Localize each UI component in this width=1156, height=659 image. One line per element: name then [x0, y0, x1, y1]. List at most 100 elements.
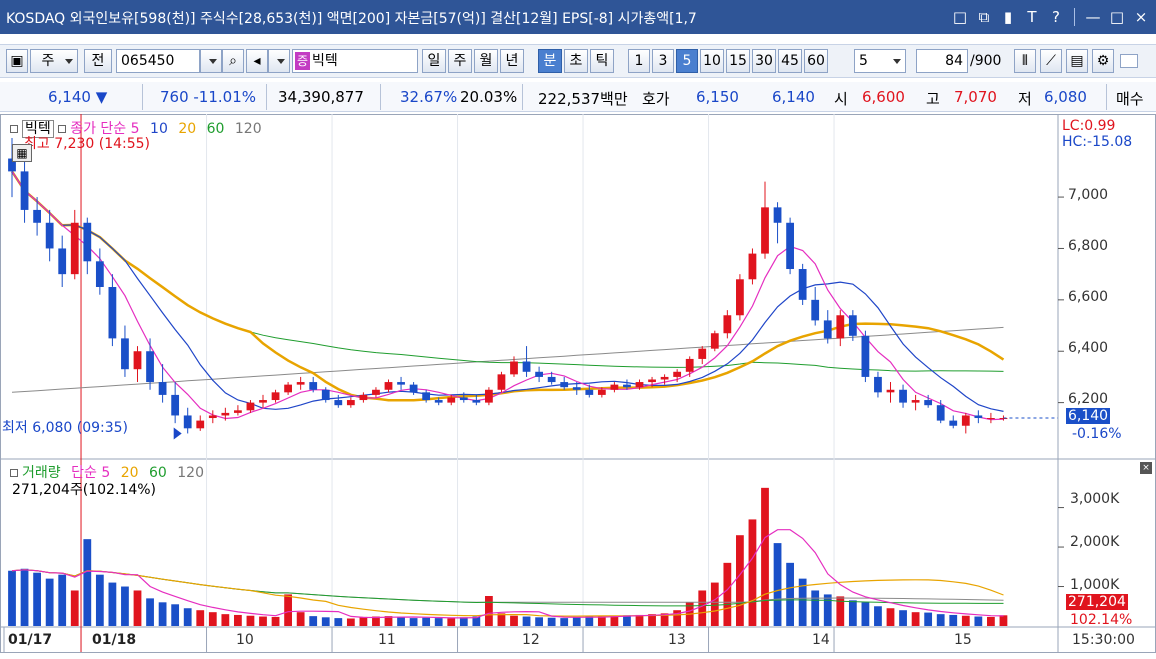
volume-bar: [384, 616, 393, 626]
search-icon[interactable]: ⌕: [222, 49, 244, 73]
hc-label: HC:-15.08: [1062, 134, 1133, 150]
quote-bar: 6,140 ▼ 760 -11.01% 34,390,877 32.67% 20…: [0, 82, 1156, 112]
candle-body: [748, 253, 757, 280]
volume-bar: [183, 608, 192, 626]
interval-15[interactable]: 15: [726, 49, 750, 73]
volume-ma5-line: [11, 529, 1004, 619]
interval-1[interactable]: 1: [628, 49, 650, 73]
save-icon[interactable]: ▤: [1066, 49, 1088, 73]
volume-bar: [723, 562, 732, 626]
legend-box-icon: [58, 125, 67, 133]
open-label: 시: [834, 90, 848, 108]
candle-body: [221, 412, 230, 416]
candle-body: [95, 261, 104, 287]
speaker-dropdown[interactable]: [268, 49, 290, 73]
candle-body: [321, 389, 330, 401]
restore-icon[interactable]: □: [952, 8, 968, 26]
candle-body: [309, 382, 318, 390]
period-minute[interactable]: 분: [538, 49, 562, 73]
all-button[interactable]: 전: [84, 49, 112, 73]
speaker-icon[interactable]: ◂: [246, 49, 268, 73]
volume-bar: [836, 596, 845, 626]
stock-name-field[interactable]: 증 빅텍: [292, 49, 418, 73]
current-price-tag: 6,140: [1066, 408, 1111, 424]
settings-panel-icon[interactable]: ▣: [6, 49, 28, 73]
period-year[interactable]: 년: [500, 49, 524, 73]
candle-body: [384, 382, 393, 390]
interval-value-select[interactable]: 5: [854, 49, 906, 73]
gear-icon[interactable]: ⚙: [1092, 49, 1114, 73]
volume-bar: [748, 519, 757, 626]
close-icon[interactable]: ×: [1134, 8, 1148, 26]
period-tick[interactable]: 틱: [590, 49, 614, 73]
candle-body: [635, 382, 644, 388]
help-icon[interactable]: ?: [1052, 8, 1060, 26]
candle-body: [848, 315, 857, 336]
volume-bar: [485, 596, 493, 626]
price-change: 760 -11.01%: [160, 88, 257, 106]
legend-box-icon: [10, 125, 18, 133]
candle-body: [70, 222, 79, 275]
candle-body: [284, 384, 292, 393]
quote-divider: [522, 84, 523, 110]
volume-bar: [33, 572, 41, 626]
volume-bar: [710, 582, 719, 626]
period-week[interactable]: 주: [448, 49, 472, 73]
low-price: 6,080: [1044, 88, 1087, 106]
candle-body: [547, 376, 556, 383]
volume-bar: [823, 594, 832, 626]
period-second[interactable]: 초: [564, 49, 588, 73]
candle-body: [585, 389, 594, 395]
interval-10[interactable]: 10: [700, 49, 724, 73]
candle-body: [208, 415, 217, 419]
volume-bar: [359, 616, 368, 626]
buy-button[interactable]: 매수: [1116, 90, 1144, 108]
interval-3[interactable]: 3: [652, 49, 674, 73]
period-day[interactable]: 일: [422, 49, 446, 73]
pin-icon[interactable]: ▮: [1003, 8, 1013, 26]
volume-bar: [58, 574, 67, 626]
volume-bar: [8, 570, 16, 626]
volume-bar: [271, 616, 280, 626]
mode-select[interactable]: 주: [30, 49, 78, 73]
date-label-12: 12: [522, 632, 540, 648]
volume-bar: [447, 618, 456, 626]
stock-code-input[interactable]: 065450: [116, 49, 200, 73]
window-titlebar: KOSDAQ 외국인보유[598(천)] 주식수[28,653(천)] 액면[2…: [0, 0, 1156, 34]
period-month[interactable]: 월: [474, 49, 498, 73]
candle-body: [58, 248, 67, 275]
volume-bar: [886, 608, 895, 626]
volume-bar: [761, 487, 769, 626]
volume-bar: [95, 574, 104, 626]
minimize-icon[interactable]: —: [1085, 8, 1101, 26]
volume-panel-close-icon[interactable]: ×: [1140, 462, 1152, 474]
volume-bar: [786, 562, 794, 626]
stock-chart[interactable]: 빅텍 종가 단순 5 10 20 60 120 최고 7,230 (14:55)…: [0, 114, 1156, 659]
volume-bar: [284, 594, 292, 626]
candle-count-input[interactable]: 84: [916, 49, 968, 73]
calendar-icon[interactable]: ▦: [12, 144, 32, 162]
maximize-icon[interactable]: □: [1109, 8, 1125, 26]
volume-bar: [83, 539, 92, 626]
interval-30[interactable]: 30: [752, 49, 776, 73]
interval-60[interactable]: 60: [804, 49, 828, 73]
volume-bar: [773, 543, 782, 626]
candle-body: [20, 171, 29, 210]
interval-45[interactable]: 45: [778, 49, 802, 73]
line-tool-icon[interactable]: ⟋: [1040, 49, 1062, 73]
code-dropdown[interactable]: [200, 49, 222, 73]
volume-bar: [221, 614, 230, 626]
window-mode-icon[interactable]: ⧉: [978, 8, 990, 26]
quote-divider: [1106, 84, 1107, 110]
option-checkbox[interactable]: [1120, 54, 1138, 68]
interval-5[interactable]: 5: [676, 49, 698, 73]
volume-bar: [346, 618, 355, 626]
volume-legend-ma120: 120: [177, 465, 204, 481]
chart-canvas[interactable]: [0, 114, 1156, 659]
candle-body: [472, 400, 481, 403]
volume-legend-ma60: 60: [148, 465, 167, 481]
candle-type-icon[interactable]: ⫴: [1014, 49, 1036, 73]
volume-bar: [372, 616, 380, 626]
font-icon[interactable]: T: [1027, 8, 1037, 26]
candle-body: [196, 420, 205, 429]
